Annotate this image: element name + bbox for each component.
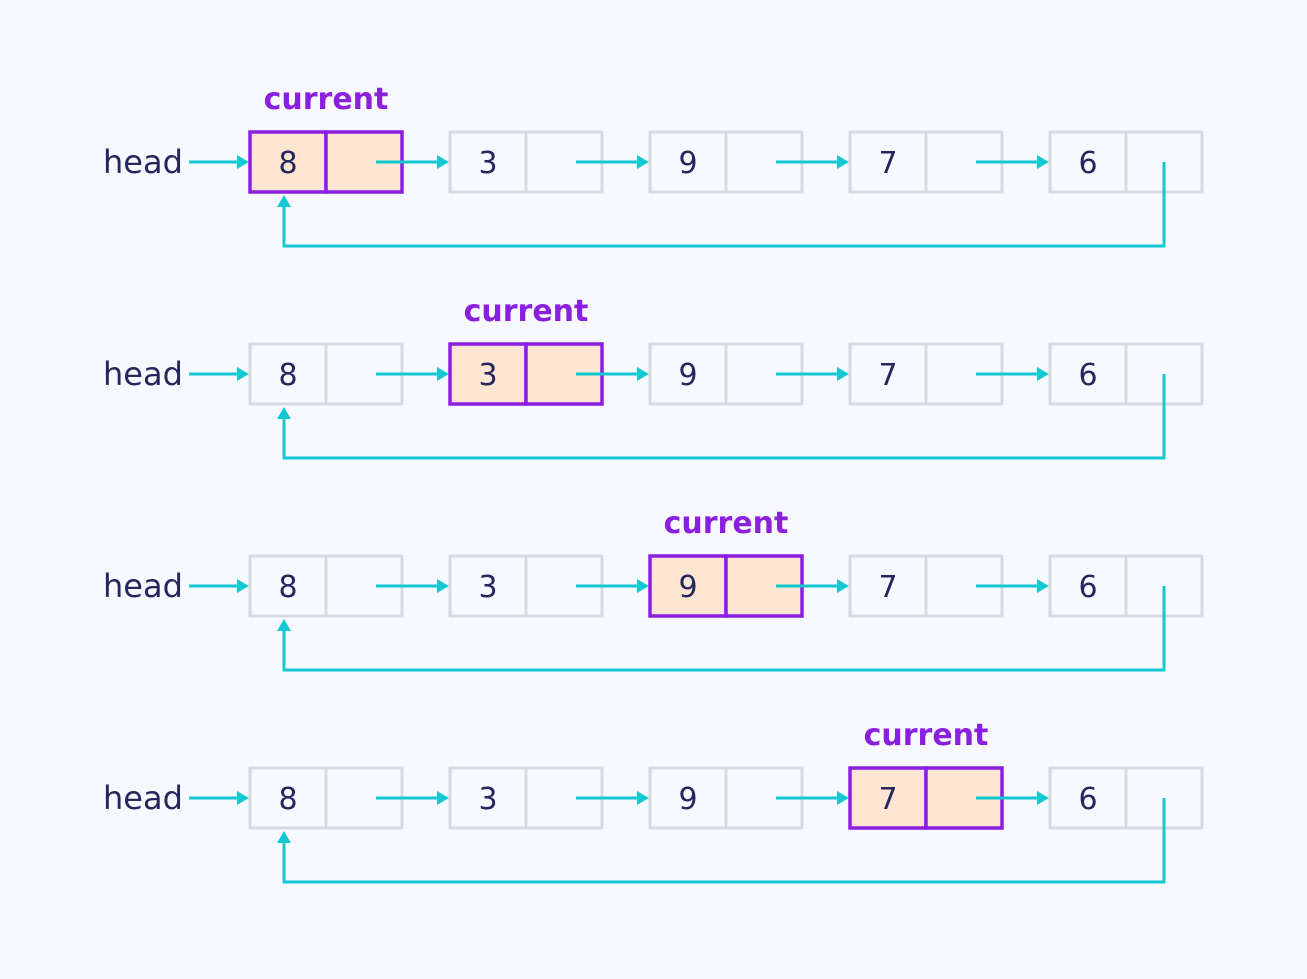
node-data-cell xyxy=(248,342,328,406)
node-data-cell xyxy=(1048,342,1128,406)
node-3: 3 xyxy=(448,130,604,194)
node-data-cell xyxy=(848,342,928,406)
next-pointer-arrowhead xyxy=(837,579,849,593)
traversal-step-1: head 8 current 3 9 7 6 xyxy=(103,82,1204,248)
node-value: 9 xyxy=(678,570,697,605)
circular-return-arrowhead xyxy=(277,831,291,843)
node-value: 3 xyxy=(478,570,497,605)
head-pointer-arrowhead xyxy=(237,579,249,593)
node-value: 9 xyxy=(678,358,697,393)
node-data-cell xyxy=(1048,554,1128,618)
next-pointer-arrowhead xyxy=(837,155,849,169)
current-pointer-label: current xyxy=(264,82,389,117)
circular-return-arrow xyxy=(282,162,1166,248)
node-data-cell xyxy=(448,130,528,194)
node-6: 6 xyxy=(1048,766,1204,830)
node-value: 8 xyxy=(278,570,297,605)
node-value: 7 xyxy=(878,782,897,817)
node-6: 6 xyxy=(1048,342,1204,406)
current-pointer-label: current xyxy=(864,718,989,753)
node-data-cell xyxy=(848,766,928,830)
circular-return-arrowhead xyxy=(277,619,291,631)
next-pointer-arrowhead xyxy=(437,579,449,593)
next-pointer-arrowhead xyxy=(637,367,649,381)
node-data-cell xyxy=(848,130,928,194)
node-data-cell xyxy=(448,342,528,406)
next-pointer-arrowhead xyxy=(1037,579,1049,593)
head-pointer-arrowhead xyxy=(237,155,249,169)
node-data-cell xyxy=(448,554,528,618)
node-6: 6 xyxy=(1048,554,1204,618)
node-data-cell xyxy=(648,342,728,406)
next-pointer-arrowhead xyxy=(637,791,649,805)
node-value: 8 xyxy=(278,146,297,181)
node-6: 6 xyxy=(1048,130,1204,194)
next-pointer-arrowhead xyxy=(837,791,849,805)
head-label: head xyxy=(103,143,183,181)
current-pointer-label: current xyxy=(664,506,789,541)
node-3: 3 xyxy=(448,554,604,618)
node-3-current: 3 xyxy=(448,342,604,406)
node-data-cell xyxy=(248,554,328,618)
node-value: 6 xyxy=(1078,146,1097,181)
node-value: 9 xyxy=(678,146,697,181)
traversal-step-3: head 8 3 9 current 7 6 xyxy=(103,506,1204,672)
head-label: head xyxy=(103,779,183,817)
node-8-current: 8 xyxy=(248,130,404,194)
traversal-step-4: head 8 3 9 7 current 6 xyxy=(103,718,1204,884)
node-value: 6 xyxy=(1078,570,1097,605)
node-3: 3 xyxy=(448,766,604,830)
node-next-cell xyxy=(524,554,604,618)
circular-return-arrowhead xyxy=(277,195,291,207)
node-value: 7 xyxy=(878,146,897,181)
node-value: 8 xyxy=(278,358,297,393)
node-next-cell xyxy=(324,766,404,830)
node-value: 3 xyxy=(478,358,497,393)
next-pointer-arrowhead xyxy=(437,155,449,169)
circular-return-arrowhead xyxy=(277,407,291,419)
head-label: head xyxy=(103,567,183,605)
node-data-cell xyxy=(248,766,328,830)
node-value: 3 xyxy=(478,782,497,817)
next-pointer-arrowhead xyxy=(1037,791,1049,805)
node-7: 7 xyxy=(848,130,1004,194)
head-pointer-arrowhead xyxy=(237,367,249,381)
next-pointer-arrowhead xyxy=(637,579,649,593)
next-pointer-arrowhead xyxy=(637,155,649,169)
node-8: 8 xyxy=(248,554,404,618)
circular-return-arrow xyxy=(282,586,1166,672)
head-pointer-arrowhead xyxy=(237,791,249,805)
circular-return-arrow xyxy=(282,374,1166,460)
node-value: 3 xyxy=(478,146,497,181)
node-value: 7 xyxy=(878,570,897,605)
node-value: 8 xyxy=(278,782,297,817)
node-8: 8 xyxy=(248,766,404,830)
next-pointer-arrowhead xyxy=(1037,367,1049,381)
node-7-current: 7 xyxy=(848,766,1004,830)
next-pointer-arrowhead xyxy=(437,367,449,381)
circular-return-arrow xyxy=(282,798,1166,884)
node-value: 7 xyxy=(878,358,897,393)
next-pointer-arrowhead xyxy=(437,791,449,805)
node-value: 9 xyxy=(678,782,697,817)
node-data-cell xyxy=(648,130,728,194)
node-value: 6 xyxy=(1078,782,1097,817)
current-pointer-label: current xyxy=(464,294,589,329)
node-data-cell xyxy=(1048,130,1128,194)
next-pointer-arrowhead xyxy=(1037,155,1049,169)
head-label: head xyxy=(103,355,183,393)
next-pointer-arrowhead xyxy=(837,367,849,381)
traversal-step-2: head 8 3 current 9 7 6 xyxy=(103,294,1204,460)
node-value: 6 xyxy=(1078,358,1097,393)
